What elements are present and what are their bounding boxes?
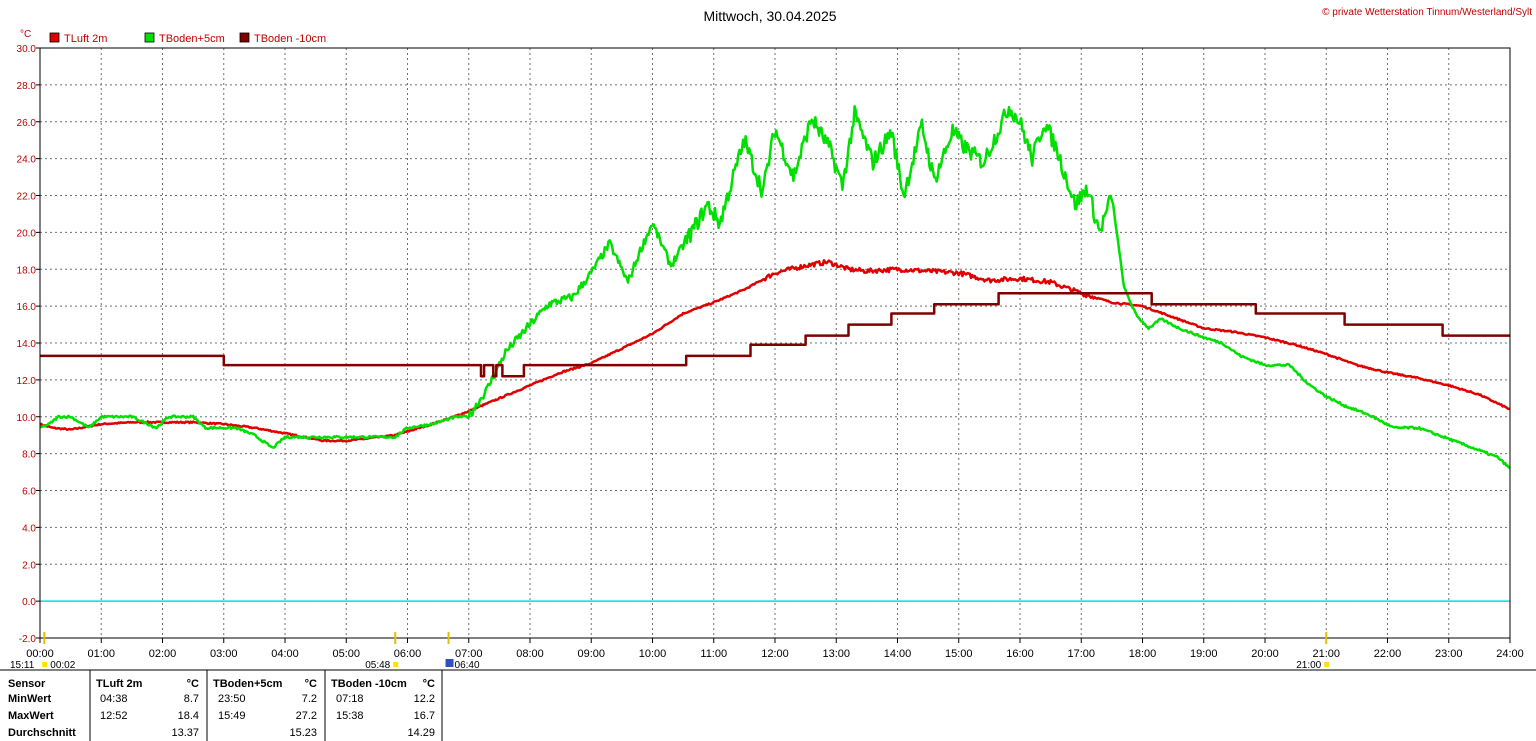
table-cell: 18.4 (178, 710, 199, 722)
x-tick-label: 07:00 (455, 648, 483, 660)
table-row-label: MinWert (8, 693, 52, 705)
x-tick-label: 10:00 (639, 648, 667, 660)
table-header: °C (423, 678, 435, 690)
table-cell: 27.2 (296, 710, 317, 722)
event-label: 21:00 (1296, 660, 1321, 671)
table-header: °C (187, 678, 199, 690)
series-line-tluft-2m (39, 259, 1511, 443)
table-row-label: Durchschnitt (8, 727, 76, 739)
table-header: TLuft 2m (96, 678, 143, 690)
x-tick-label: 18:00 (1129, 648, 1157, 660)
table-cell: 12.2 (414, 693, 435, 705)
x-tick-label: 06:00 (394, 648, 422, 660)
x-tick-label: 02:00 (149, 648, 177, 660)
table-cell: 15.23 (289, 727, 317, 739)
x-tick-label: 17:00 (1067, 648, 1095, 660)
table-cell: 16.7 (414, 710, 435, 722)
y-tick-label: 8.0 (22, 450, 36, 461)
x-axis-ticks: 00:00 01:00 02:00 03:00 04:00 05:00 06:00 07:00… (26, 638, 1524, 660)
x-tick-label: 03:00 (210, 648, 238, 660)
y-tick-label: 16.0 (17, 302, 37, 313)
series-line-tboden-10cm (40, 291, 1510, 378)
y-tick-label: 4.0 (22, 523, 36, 534)
legend-label: TLuft 2m (64, 33, 107, 45)
y-tick-label: 12.0 (17, 376, 37, 387)
x-tick-label: 21:00 (1312, 648, 1340, 660)
event-marker-dot (1324, 662, 1330, 667)
legend-label: TBoden -10cm (254, 33, 326, 45)
event-marker-dot (393, 662, 399, 667)
y-tick-label: 20.0 (17, 228, 37, 239)
legend-swatch (239, 32, 250, 43)
table-cell: 15:38 (336, 710, 364, 722)
series-layer (39, 105, 1511, 602)
stats-table: Sensor TLuft 2m °C TBoden+5cm °C TBoden -10cm… (0, 669, 1536, 741)
legend-label: TBoden+5cm (159, 33, 225, 45)
x-tick-label: 04:00 (271, 648, 299, 660)
x-tick-label: 00:00 (26, 648, 54, 660)
event-label: 06:40 (455, 660, 480, 671)
x-tick-label: 22:00 (1374, 648, 1402, 660)
moon-icon (445, 659, 454, 667)
y-axis-unit: °C (20, 29, 31, 40)
x-tick-label: 12:00 (761, 648, 789, 660)
x-tick-label: 08:00 (516, 648, 544, 660)
event-label: 05:48 (365, 660, 390, 671)
table-header: TBoden+5cm (213, 678, 283, 690)
y-tick-label: 30.0 (17, 44, 37, 55)
x-tick-label: 23:00 (1435, 648, 1463, 660)
grid-lines (40, 48, 1510, 638)
table-cell: 8.7 (184, 693, 199, 705)
chart-title: Mittwoch, 30.04.2025 (703, 8, 836, 24)
table-cell: 13.37 (171, 727, 199, 739)
series-line-tboden-5cm (39, 105, 1511, 469)
table-cell: 14.29 (407, 727, 435, 739)
y-tick-label: -2.0 (19, 634, 37, 645)
x-tick-label: 01:00 (87, 648, 115, 660)
x-tick-label: 11:00 (700, 648, 727, 660)
y-tick-label: 10.0 (17, 413, 37, 424)
x-tick-label: 24:00 (1496, 648, 1524, 660)
y-tick-label: 22.0 (17, 192, 37, 203)
y-tick-label: 0.0 (22, 597, 36, 608)
x-tick-label: 14:00 (884, 648, 912, 660)
event-label: 00:02 (50, 660, 75, 671)
x-tick-label: 15:00 (945, 648, 973, 660)
y-tick-label: 24.0 (17, 155, 37, 166)
legend-swatch (49, 32, 60, 43)
x-tick-label: 19:00 (1190, 648, 1218, 660)
y-tick-label: 26.0 (17, 118, 37, 129)
legend-swatch (144, 32, 155, 43)
x-tick-label: 16:00 (1006, 648, 1034, 660)
y-tick-label: 28.0 (17, 81, 37, 92)
table-cell: 23:50 (218, 693, 246, 705)
table-header: Sensor (8, 678, 46, 690)
station-credit: © private Wetterstation Tinnum/Westerlan… (1322, 7, 1532, 18)
event-marker-dot (42, 662, 48, 667)
y-tick-label: 14.0 (17, 339, 37, 350)
y-tick-label: 18.0 (17, 265, 37, 276)
table-cell: 7.2 (302, 693, 317, 705)
table-header: TBoden -10cm (331, 678, 407, 690)
table-cell: 04:38 (100, 693, 128, 705)
x-tick-label: 13:00 (822, 648, 850, 660)
table-row-label: MaxWert (8, 710, 54, 722)
event-label: 15:11 (10, 660, 35, 671)
legend: TLuft 2m TBoden+5cm TBoden -10cm (49, 32, 326, 45)
table-cell: 12:52 (100, 710, 128, 722)
event-markers: 15:11 00:02 05:48 06:40 21:00 (10, 632, 1330, 671)
table-cell: 07:18 (336, 693, 364, 705)
x-tick-label: 20:00 (1251, 648, 1279, 660)
x-tick-label: 09:00 (577, 648, 605, 660)
table-cell: 15:49 (218, 710, 246, 722)
x-tick-label: 05:00 (332, 648, 360, 660)
y-tick-label: 2.0 (22, 560, 36, 571)
y-tick-label: 6.0 (22, 487, 36, 498)
y-axis-ticks: 30.0 28.0 26.0 24.0 22.0 20.0 18.0 16.0 14.0 12.0… (17, 44, 40, 645)
plot-frame (39, 47, 1511, 639)
table-header: °C (305, 678, 317, 690)
